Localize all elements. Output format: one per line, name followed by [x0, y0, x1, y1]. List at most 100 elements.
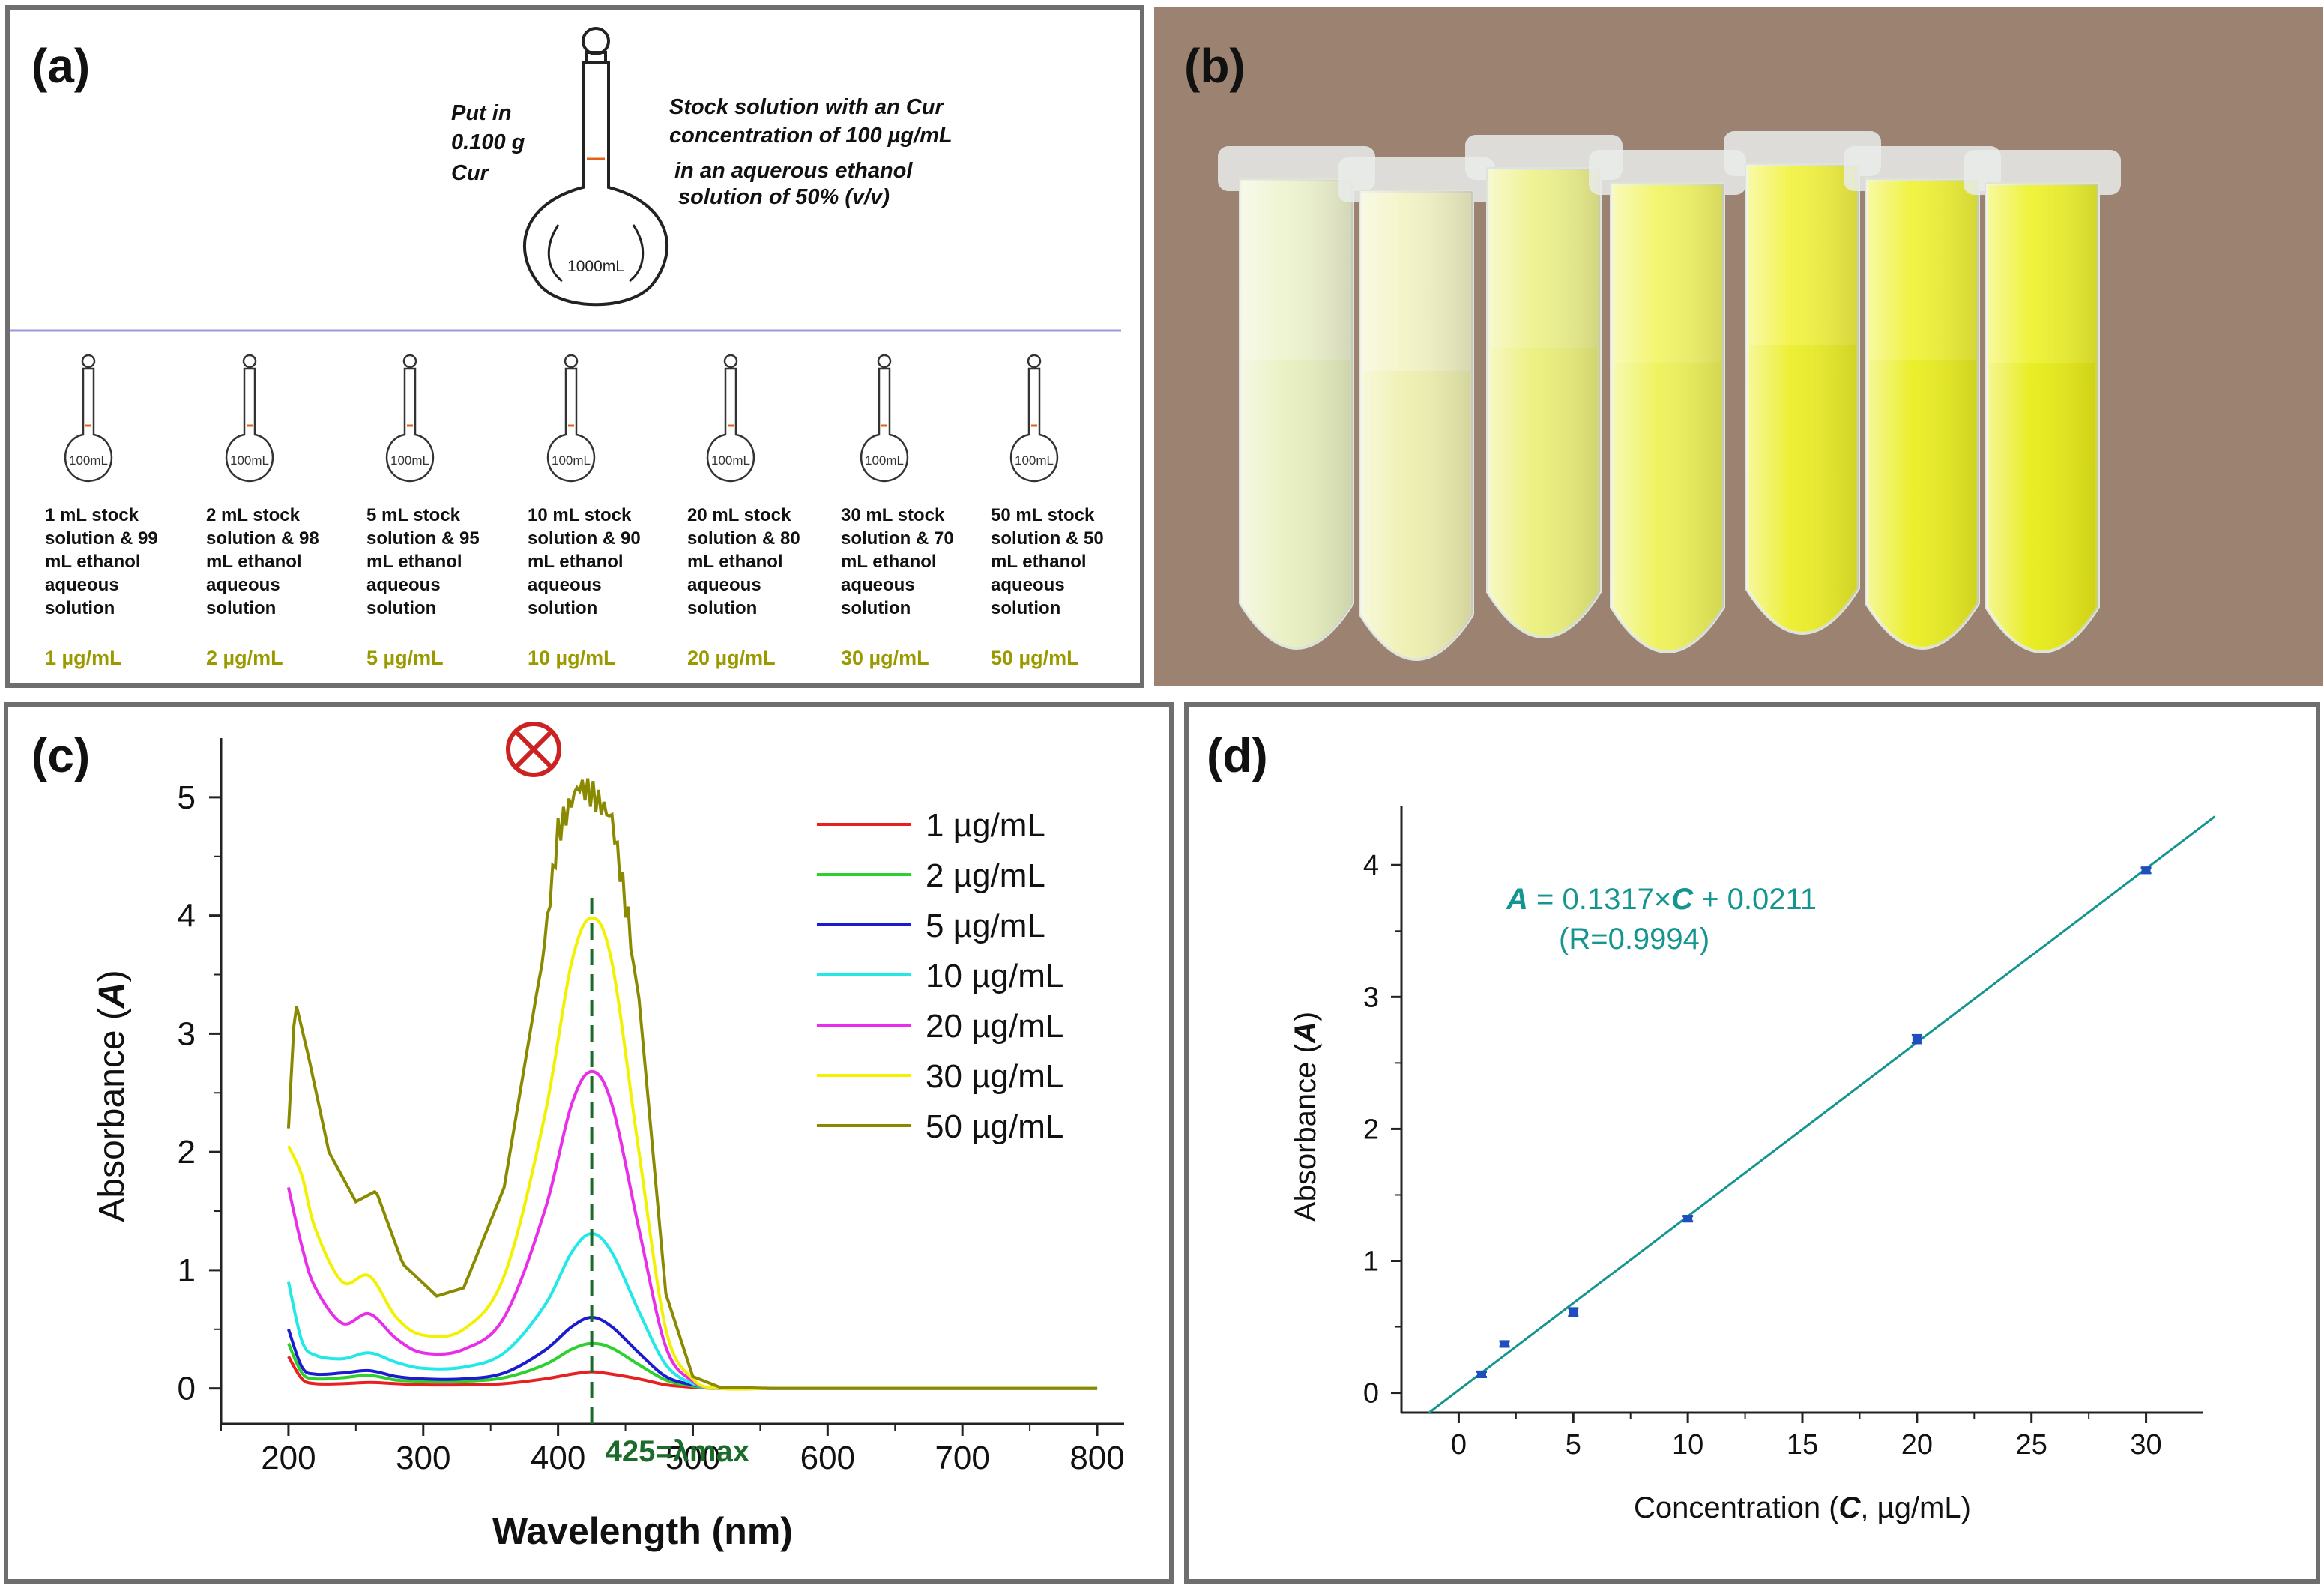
- dilution-text-line: mL ethanol: [687, 552, 783, 572]
- dilution-text-line: 2 mL stock: [206, 505, 301, 525]
- legend-label: 5 µg/mL: [926, 908, 1045, 944]
- dilution-concentration: 50 µg/mL: [991, 647, 1079, 669]
- dilution-text-line: mL ethanol: [206, 552, 302, 572]
- series-line-7: [286, 778, 1098, 1390]
- dilution-item: 100mL 20 mL stock solution & 80 mL ethanol a…: [687, 354, 800, 669]
- dilution-concentration: 10 µg/mL: [528, 647, 616, 669]
- tube: [1465, 135, 1623, 638]
- svg-text:in an aquerous ethanol: in an aquerous ethanol: [674, 159, 913, 183]
- dilution-series: 100mL 1 mL stock solution & 99 mL ethanol aq…: [45, 354, 1104, 669]
- dilution-text-line: 50 mL stock: [991, 505, 1095, 525]
- tube-shine: [1611, 184, 1724, 652]
- flask-stopper: [723, 354, 738, 369]
- small-flask-icon: [225, 354, 274, 483]
- tube: [1844, 146, 2001, 650]
- legend-label: 50 µg/mL: [926, 1108, 1063, 1145]
- dilution-text-line: 30 mL stock: [841, 505, 945, 525]
- data-point: [1476, 1370, 1487, 1378]
- x-tick-label: 200: [261, 1440, 316, 1476]
- panel-d-frame: [1184, 702, 2320, 1584]
- spectra-chart: 200 300 400 500 600 700 800 0 1 2 3 4 5 Wavelength (n…: [92, 722, 1125, 1552]
- y-tick-label: 5: [178, 779, 196, 816]
- equation-part: + 0.0211: [1693, 883, 1817, 916]
- x-label-part: C: [1839, 1491, 1862, 1524]
- point-marker: [1683, 1215, 1693, 1223]
- dilution-text-line: mL ethanol: [366, 552, 462, 572]
- small-flask-label: 100mL: [865, 453, 904, 468]
- flask-body: [225, 367, 274, 483]
- dilution-text-line: solution: [528, 598, 597, 618]
- dilution-item: 100mL 50 mL stock solution & 50 mL ethanol a…: [991, 354, 1104, 669]
- fit-r-value: (R=0.9994): [1559, 923, 1709, 955]
- dilution-text-line: 1 mL stock: [45, 505, 139, 525]
- legend: 1 µg/mL 2 µg/mL 5 µg/mL 10 µg/mL 20 µg/mL 30 …: [817, 807, 1063, 1145]
- dilution-text-line: aqueous: [528, 575, 602, 595]
- x-tick-label: 300: [396, 1440, 450, 1476]
- tube-shine: [1866, 180, 1979, 648]
- small-flask-icon: [1009, 354, 1059, 483]
- small-flask-label: 100mL: [69, 453, 108, 468]
- dilution-text-line: aqueous: [45, 575, 119, 595]
- panel-a-frame: [5, 5, 1144, 688]
- flask-body: [385, 367, 435, 483]
- dilution-text-line: solution & 50: [991, 528, 1104, 549]
- tubes-photo: [1218, 131, 2121, 661]
- tube-shine: [1488, 169, 1600, 637]
- tube: [1724, 131, 1881, 635]
- point-marker: [1569, 1308, 1578, 1317]
- y-tick-label: 2: [1363, 1114, 1379, 1145]
- x-tick-label: 0: [1451, 1429, 1467, 1461]
- y-axis-label: Absorbance (A): [92, 970, 132, 1222]
- dilution-text-line: solution & 80: [687, 528, 800, 549]
- dilution-item: 100mL 1 mL stock solution & 99 mL ethanol aq…: [45, 354, 158, 669]
- dilution-text-line: solution & 70: [841, 528, 954, 549]
- legend-label: 20 µg/mL: [926, 1008, 1063, 1045]
- y-label-part: ): [1289, 1012, 1322, 1021]
- data-point: [1911, 1033, 1922, 1045]
- x-tick-label: 30: [2130, 1429, 2161, 1461]
- x-tick-label: 600: [800, 1440, 855, 1476]
- equation-part: C: [1671, 883, 1694, 916]
- panel-a: (a) 1000mL Put in 0.100 g Cur Stock solu…: [5, 5, 1144, 688]
- dilution-text-line: solution: [687, 598, 757, 618]
- dilution-text-line: solution & 98: [206, 528, 319, 549]
- x-axis-label: Concentration (C, µg/mL): [1634, 1491, 1971, 1524]
- lambda-max-annotation: 425=λmax: [606, 1435, 749, 1468]
- flask-stopper: [402, 354, 417, 369]
- flask-body: [64, 367, 113, 483]
- dilution-text-line: solution: [841, 598, 911, 618]
- small-flask-icon: [64, 354, 113, 483]
- flask-body: [546, 367, 596, 483]
- dilution-text-line: aqueous: [366, 575, 441, 595]
- y-tick-label: 0: [178, 1371, 196, 1407]
- y-axis-label: Absorbance (A): [1289, 1012, 1322, 1222]
- dilution-text-line: solution: [206, 598, 276, 618]
- tube: [1589, 150, 1746, 653]
- y-tick-label: 1: [1363, 1246, 1379, 1278]
- dilution-text-line: mL ethanol: [991, 552, 1087, 572]
- flask-stopper: [242, 354, 257, 369]
- equation-part: A: [1506, 883, 1528, 916]
- dilution-text-line: solution & 95: [366, 528, 480, 549]
- panel-b: (b): [1154, 7, 2323, 686]
- flask-stopper: [1027, 354, 1042, 369]
- svg-text:solution of 50% (v/v): solution of 50% (v/v): [678, 185, 890, 209]
- x-tick-label: 10: [1672, 1429, 1703, 1461]
- small-flask-label: 100mL: [552, 453, 591, 468]
- x-tick-label: 15: [1787, 1429, 1818, 1461]
- y-tick-label: 1: [178, 1252, 196, 1289]
- dilution-text-line: aqueous: [841, 575, 915, 595]
- legend-label: 1 µg/mL: [926, 807, 1045, 844]
- svg-text:Put in: Put in: [451, 101, 512, 125]
- data-point: [2140, 866, 2152, 875]
- small-flask-icon: [546, 354, 596, 483]
- panel-d-label: (d): [1207, 728, 1268, 782]
- flask-body: [860, 367, 909, 483]
- x-tick-label: 5: [1566, 1429, 1581, 1461]
- small-flask-icon: [860, 354, 909, 483]
- y-label-symbol: A: [92, 982, 132, 1009]
- panel-c: (c) 200 300 400 500 600 700 800 0 1 2 3 4 5 Wavelengt…: [4, 702, 1174, 1584]
- dilution-item: 100mL 10 mL stock solution & 90 mL ethanol a…: [528, 354, 641, 669]
